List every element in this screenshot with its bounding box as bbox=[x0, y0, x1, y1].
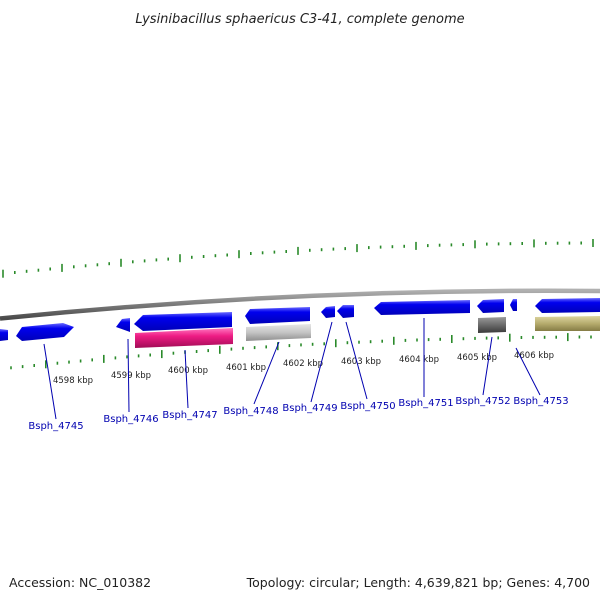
inner-tick-marks bbox=[10, 333, 592, 370]
gene-labels: Bsph_4745 Bsph_4746 Bsph_4747 Bsph_4748 … bbox=[28, 396, 568, 432]
feature-arrow[interactable] bbox=[477, 299, 504, 313]
map-title: Lysinibacillus sphaericus C3-41, complet… bbox=[135, 12, 464, 27]
feature-arrow[interactable] bbox=[535, 298, 600, 313]
gene-label[interactable]: Bsph_4745 bbox=[28, 421, 83, 432]
kbp-label: 4599 kbp bbox=[111, 371, 151, 381]
kbp-label: 4606 kbp bbox=[514, 351, 554, 361]
feature-arrow[interactable] bbox=[116, 318, 130, 332]
kbp-label: 4605 kbp bbox=[457, 353, 497, 363]
kbp-label: 4598 kbp bbox=[53, 376, 93, 386]
feature-arrow[interactable] bbox=[16, 323, 74, 341]
kbp-label: 4600 kbp bbox=[168, 366, 208, 376]
gene-label[interactable]: Bsph_4749 bbox=[282, 403, 337, 414]
feature-arrow[interactable] bbox=[374, 300, 470, 315]
gene-label-leaders bbox=[43, 318, 541, 420]
accession-text: Accession: NC_010382 bbox=[9, 575, 152, 590]
feature-arrow[interactable] bbox=[321, 306, 335, 318]
gene-features bbox=[0, 298, 600, 348]
feature-arrow[interactable] bbox=[246, 324, 311, 341]
feature-arrow[interactable] bbox=[510, 299, 517, 311]
gene-label[interactable]: Bsph_4750 bbox=[340, 401, 395, 412]
kbp-label: 4604 kbp bbox=[399, 355, 439, 365]
feature-arrow[interactable] bbox=[135, 328, 233, 348]
feature-arrow[interactable] bbox=[245, 307, 310, 324]
feature-arrow[interactable] bbox=[478, 317, 506, 333]
feature-arrow[interactable] bbox=[535, 316, 600, 331]
gene-label[interactable]: Bsph_4753 bbox=[513, 396, 568, 407]
feature-arrow[interactable] bbox=[337, 305, 354, 318]
gene-label[interactable]: Bsph_4746 bbox=[103, 414, 158, 425]
feature-arrow[interactable] bbox=[134, 312, 232, 331]
feature-arrow[interactable] bbox=[0, 329, 8, 341]
gene-label[interactable]: Bsph_4748 bbox=[223, 406, 278, 417]
genome-summary-text: Topology: circular; Length: 4,639,821 bp… bbox=[246, 575, 590, 590]
outer-tick-marks bbox=[2, 239, 594, 278]
kbp-label: 4601 kbp bbox=[226, 363, 266, 373]
kbp-label: 4602 kbp bbox=[283, 359, 323, 369]
kbp-label: 4603 kbp bbox=[341, 357, 381, 367]
gene-label[interactable]: Bsph_4751 bbox=[398, 398, 453, 409]
genome-backbone bbox=[0, 288, 600, 321]
kbp-ruler: 4598 kbp 4599 kbp 4600 kbp 4601 kbp 4602… bbox=[53, 351, 554, 386]
gene-label[interactable]: Bsph_4747 bbox=[162, 410, 217, 421]
gene-label[interactable]: Bsph_4752 bbox=[455, 396, 510, 407]
